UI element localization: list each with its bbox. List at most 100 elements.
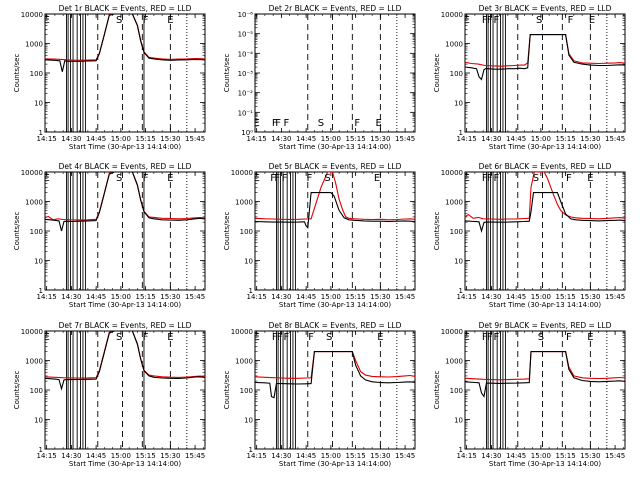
x-tick-label: 15:15 [136,452,156,460]
marker-label: S [324,173,330,184]
y-axis-label: Counts/sec [433,212,441,251]
event-lines [485,331,608,449]
x-tick-label: 15:00 [111,293,131,301]
marker-label: E [167,332,173,343]
y-axis-label: Counts/sec [13,371,21,410]
y-axis-label: Counts/sec [433,54,441,93]
chart-panel-8: Det 8r BLACK = Events, RED = LLD 1 10 100 10… [223,321,416,468]
x-axis-label: Start Time (30-Apr-13 14:14:00) [489,460,601,468]
y-tick-label: 100 [30,387,43,395]
y-tick-label: 10000 [231,169,253,177]
marker-label: F [275,118,281,129]
y-tick-label: 1000 [445,358,463,366]
event-lines [485,172,608,290]
y-tick-label: 10⁻⁶ [238,11,254,19]
x-tick-label: 15:30 [160,293,180,301]
y-tick-label: 1 [459,287,463,295]
x-tick-label: 14:15 [457,293,477,301]
x-tick-label: 14:45 [296,452,316,460]
marker-label: F [566,173,572,184]
marker-label: S [538,332,544,343]
y-tick-label: 1 [39,446,43,454]
y-tick-label: 10⁻⁵ [238,31,254,39]
marker-label: F [482,173,488,184]
chart-title: Det 6r BLACK = Events, RED = LLD [479,162,612,171]
marker-label: F [487,15,493,26]
x-tick-label: 15:45 [605,135,625,143]
marker-label: F [493,332,499,343]
x-tick-label: 15:45 [395,293,415,301]
x-tick-label: 14:15 [247,452,267,460]
series-group [45,172,205,232]
x-tick-label: 15:15 [346,293,366,301]
x-tick-label: 14:30 [481,293,501,301]
x-tick-label: 14:30 [61,452,81,460]
y-tick-label: 10 [454,100,463,108]
y-tick-label: 100 [30,70,43,78]
marker-label: E [374,173,380,184]
marker-label: E [167,15,173,26]
series-group [45,331,205,391]
y-tick-label: 10000 [21,11,43,19]
x-tick-label: 14:45 [296,293,316,301]
y-tick-label: 10⁻¹ [238,109,254,117]
x-tick-label: 15:30 [370,135,390,143]
chart-title: Det 2r BLACK = Events, RED = LLD [269,4,402,13]
series-group [465,34,625,81]
y-tick-label: 100 [450,387,463,395]
x-tick-label: 15:45 [395,135,415,143]
chart-panel-7: Det 7r BLACK = Events, RED = LLD 1 10 100 10… [13,321,206,468]
series-line-lld [45,14,205,61]
x-tick-label: 15:30 [580,452,600,460]
x-tick-label: 14:15 [247,135,267,143]
marker-label: F [277,332,283,343]
x-tick-label: 15:15 [136,135,156,143]
chart-panel-4: Det 4r BLACK = Events, RED = LLD 1 10 100 10… [13,162,206,309]
x-axis-label: Start Time (30-Apr-13 14:14:00) [69,143,181,151]
x-tick-label: 14:30 [481,452,501,460]
marker-label: E [253,118,259,129]
x-tick-label: 14:30 [271,452,291,460]
marker-label: F [272,118,278,129]
x-tick-label: 15:30 [370,293,390,301]
x-tick-label: 14:15 [37,293,57,301]
chart-panel-5: Det 5r BLACK = Events, RED = LLD 1 10 100 10… [223,162,416,309]
marker-label: F [307,173,313,184]
y-tick-label: 10 [244,258,253,266]
x-tick-label: 15:45 [605,452,625,460]
marker-label: E [587,173,593,184]
marker-label: E [253,173,259,184]
x-tick-label: 15:30 [160,452,180,460]
x-tick-label: 15:45 [185,452,205,460]
y-tick-label: 100 [240,387,253,395]
marker-label: S [318,118,324,129]
y-axis-label: Counts/sec [223,371,231,410]
x-tick-label: 15:30 [160,135,180,143]
chart-title: Det 8r BLACK = Events, RED = LLD [269,321,402,330]
y-tick-label: 10 [34,417,43,425]
x-tick-label: 14:30 [61,293,81,301]
marker-label: S [533,173,539,184]
marker-label: S [116,332,122,343]
series-group [255,172,415,229]
x-tick-label: 14:45 [506,293,526,301]
x-tick-label: 15:15 [556,293,576,301]
marker-label: E [463,15,469,26]
x-axis-label: Start Time (30-Apr-13 14:14:00) [279,143,391,151]
y-tick-label: 1000 [235,199,253,207]
y-tick-label: 10 [34,258,43,266]
marker-label: E [43,173,49,184]
series-line-events [45,172,205,232]
event-lines [65,14,188,132]
x-tick-label: 14:15 [37,135,57,143]
y-tick-label: 10⁻⁴ [238,50,254,58]
marker-label: F [487,332,493,343]
x-tick-label: 14:30 [271,293,291,301]
y-axis-label: Counts/sec [13,212,21,251]
chart-title: Det 5r BLACK = Events, RED = LLD [269,162,402,171]
chart-panel-2: Det 2r BLACK = Events, RED = LLD 10⁰ 10⁻¹ 1… [223,4,416,151]
x-tick-label: 15:00 [321,135,341,143]
event-lines [65,172,188,290]
x-tick-label: 15:30 [580,293,600,301]
